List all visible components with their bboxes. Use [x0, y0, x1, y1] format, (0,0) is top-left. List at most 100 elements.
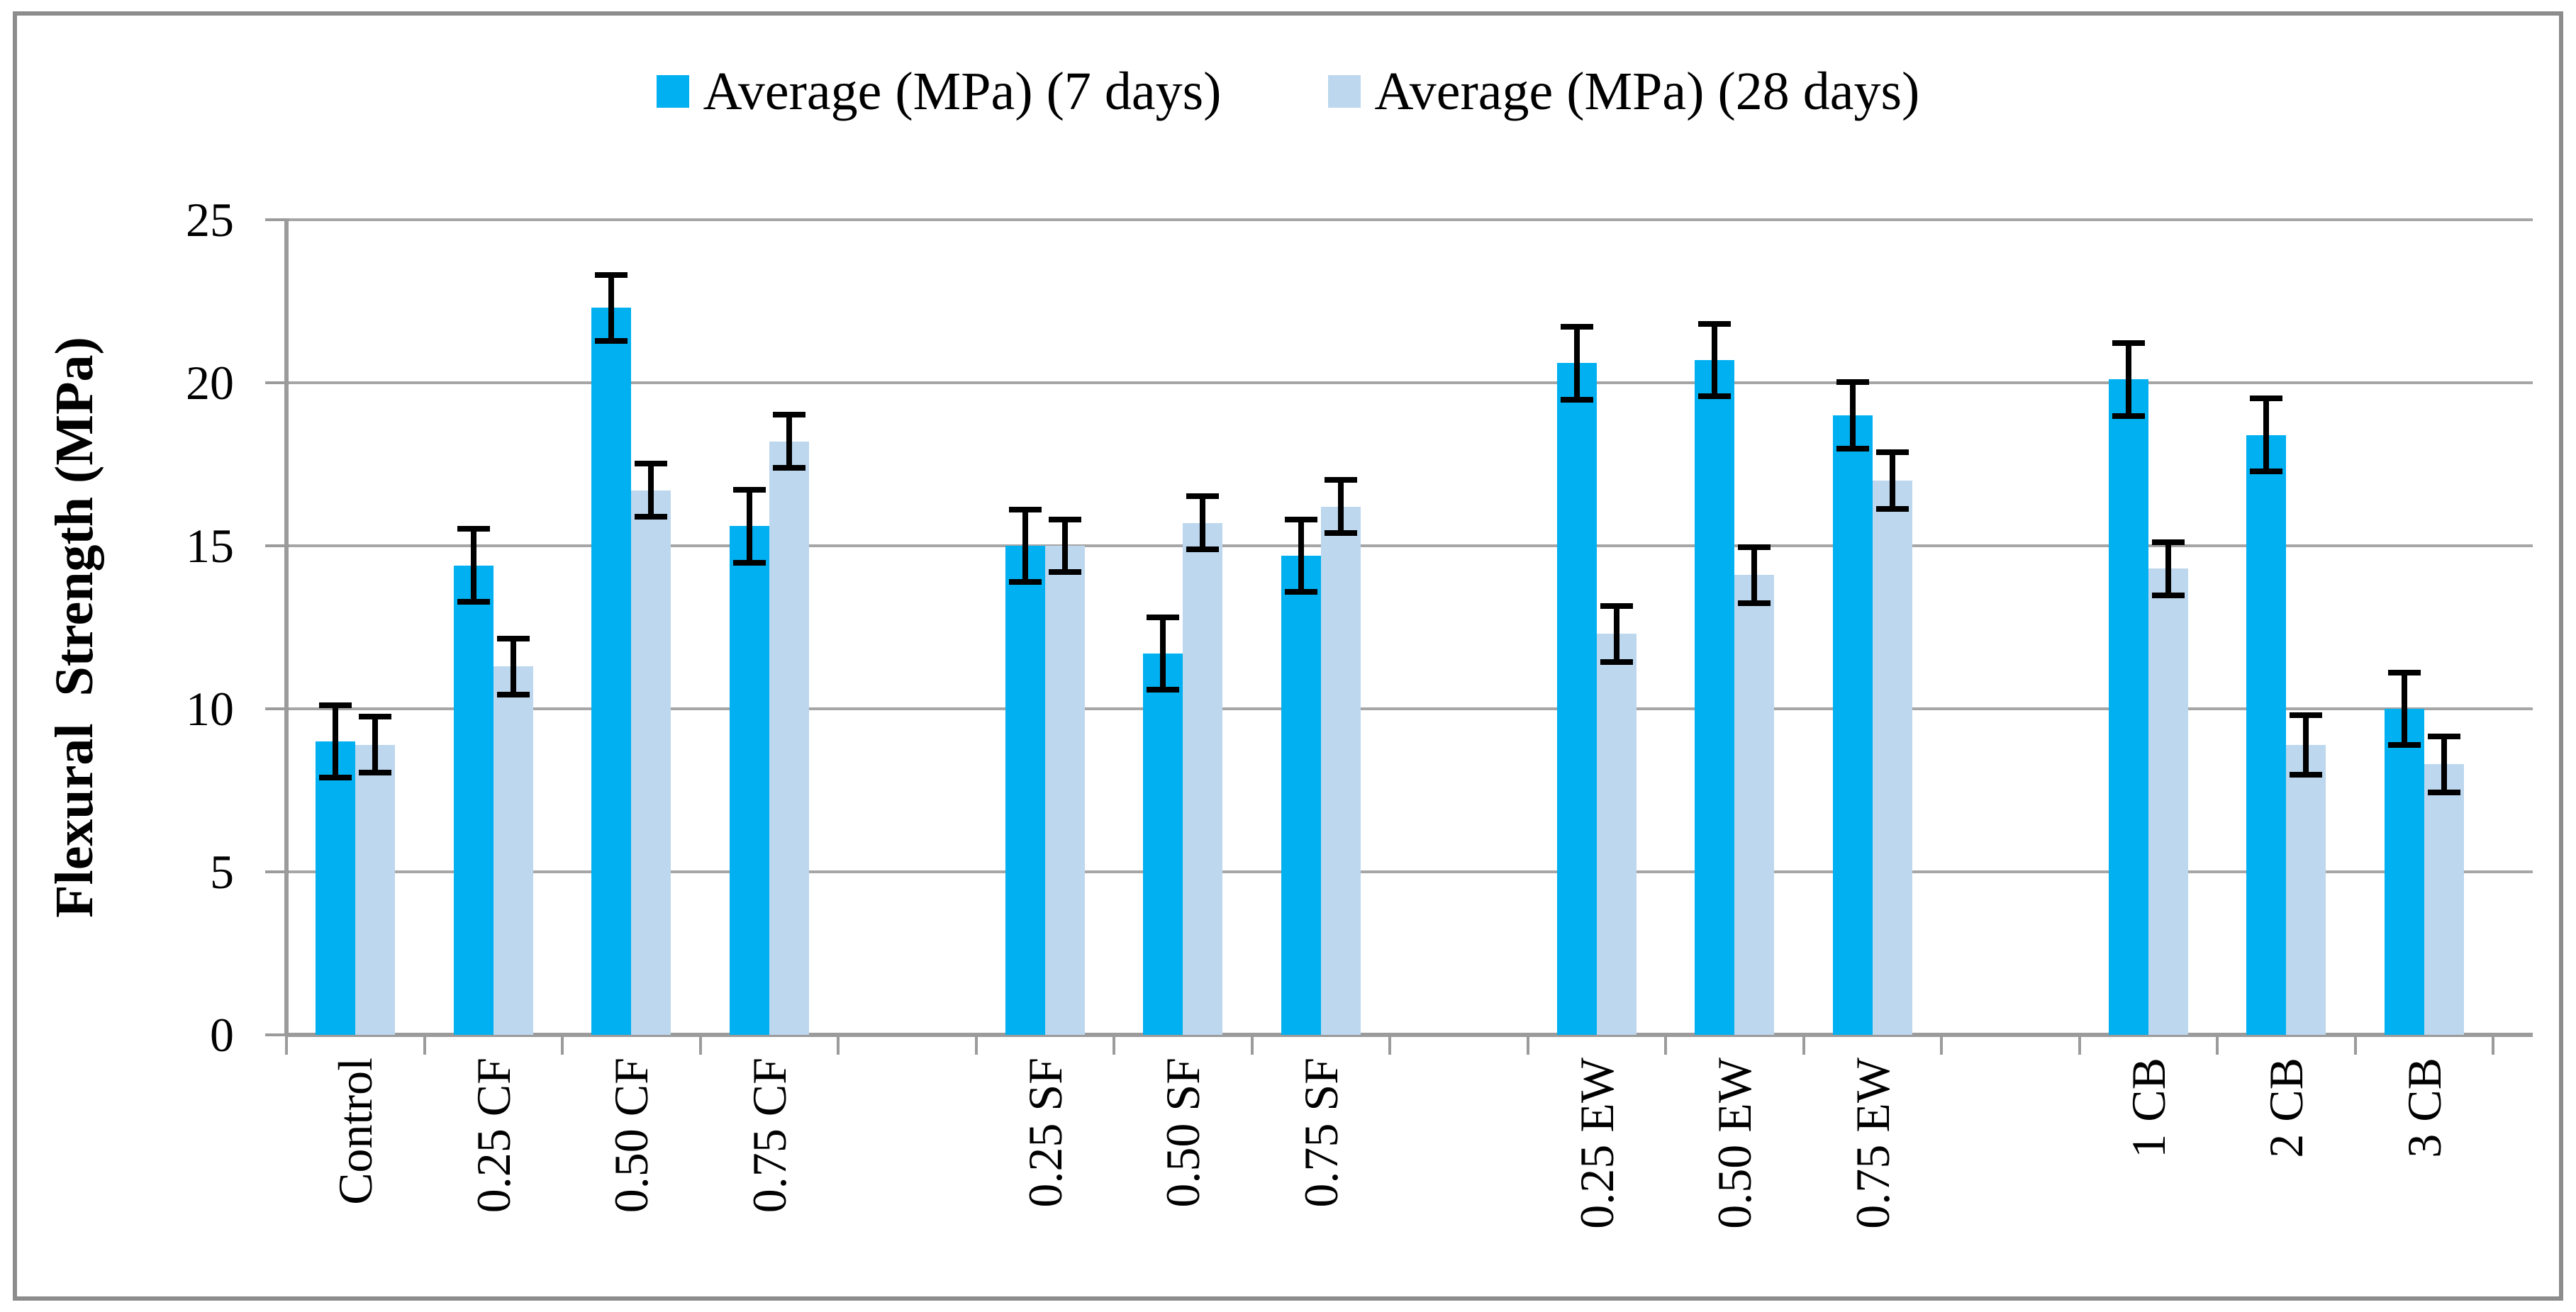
bar — [729, 526, 769, 1035]
x-category-label: 0.25 EW — [1569, 1058, 1624, 1229]
error-bar-cap — [1147, 687, 1180, 693]
error-bar-cap — [1324, 530, 1357, 537]
x-category-label: 0.75 CF — [742, 1058, 796, 1213]
error-bar-cap — [732, 559, 766, 566]
legend-label-7-days: Average (MPa) (7 days) — [703, 62, 1222, 121]
error-bar-cap — [2290, 771, 2323, 778]
error-bar — [1889, 449, 1895, 512]
x-category-label: 0.50 CF — [604, 1058, 659, 1213]
y-axis-line — [284, 220, 289, 1035]
y-tick-label: 5 — [210, 845, 234, 899]
bar — [355, 744, 396, 1035]
error-bar-cap — [732, 487, 766, 493]
y-tick-label: 0 — [210, 1008, 234, 1062]
x-tick — [561, 1035, 564, 1055]
error-bar — [1337, 477, 1344, 537]
error-bar — [1849, 379, 1856, 452]
x-category-label: 0.25 SF — [1017, 1058, 1072, 1208]
bar — [1143, 653, 1183, 1035]
error-bar-cap — [1186, 493, 1220, 500]
x-category-label: 0.50 EW — [1707, 1058, 1762, 1229]
x-category-label: 2 CB — [2259, 1058, 2314, 1158]
bar — [2148, 568, 2188, 1035]
error-bar-cap — [2151, 592, 2185, 598]
bar — [1695, 359, 1735, 1035]
error-bar-cap — [1008, 579, 1042, 585]
bar — [1556, 363, 1597, 1035]
y-tick — [265, 870, 289, 873]
error-bar — [1061, 516, 1068, 576]
error-bar-cap — [2250, 468, 2283, 474]
x-tick — [1940, 1035, 1943, 1055]
error-bar-cap — [772, 465, 805, 471]
legend-swatch-7-days-icon — [656, 75, 689, 108]
error-bar-cap — [2427, 789, 2460, 795]
error-bar-cap — [1284, 516, 1317, 522]
x-tick — [423, 1035, 426, 1055]
error-bar-cap — [359, 770, 392, 776]
error-bar — [333, 702, 339, 781]
x-tick — [974, 1035, 978, 1055]
error-bar-cap — [496, 691, 530, 697]
x-tick — [1250, 1035, 1254, 1055]
legend-swatch-28-days-icon — [1327, 75, 1361, 108]
error-bar — [608, 271, 615, 344]
bar — [591, 308, 632, 1035]
error-bar — [470, 526, 476, 605]
error-bar-cap — [1698, 393, 1732, 399]
y-tick-label: 25 — [186, 193, 234, 247]
error-bar — [1712, 320, 1718, 399]
error-bar — [2125, 340, 2131, 419]
error-bar — [1200, 493, 1206, 553]
bar — [1320, 506, 1361, 1035]
error-bar-cap — [1836, 445, 1869, 452]
x-tick — [1113, 1035, 1115, 1055]
bar — [2424, 764, 2464, 1035]
y-tick-label: 10 — [186, 682, 234, 736]
y-tick — [265, 544, 289, 547]
error-bar-cap — [1284, 589, 1317, 595]
bar — [1734, 575, 1775, 1035]
bar — [1281, 555, 1321, 1035]
error-bar-cap — [1560, 324, 1593, 330]
error-bar-cap — [359, 713, 392, 719]
error-bar-cap — [635, 514, 668, 520]
error-bar — [1298, 516, 1304, 595]
error-bar-cap — [1560, 396, 1593, 403]
error-bar — [2165, 539, 2171, 598]
error-bar-cap — [595, 271, 628, 278]
error-bar — [1573, 324, 1580, 403]
error-bar-cap — [1048, 516, 1081, 522]
gridline — [286, 707, 2533, 710]
bar — [1596, 634, 1637, 1035]
x-category-label: Control — [328, 1058, 383, 1205]
error-bar-cap — [319, 702, 352, 708]
legend-item-7-days: Average (MPa) (7 days) — [656, 61, 1222, 122]
x-tick — [1664, 1035, 1667, 1055]
error-bar-cap — [1600, 658, 1633, 665]
error-bar-cap — [319, 775, 352, 781]
error-bar-cap — [2112, 340, 2145, 347]
error-bar — [2441, 733, 2447, 795]
y-tick — [265, 218, 289, 221]
bar — [2246, 434, 2287, 1035]
x-category-label: 0.50 SF — [1156, 1058, 1210, 1208]
legend: Average (MPa) (7 days) Average (MPa) (28… — [0, 61, 2576, 122]
error-bar-cap — [496, 635, 530, 641]
error-bar-cap — [595, 337, 628, 344]
error-bar — [510, 635, 516, 697]
error-bar-cap — [1698, 320, 1732, 327]
x-tick — [2492, 1035, 2494, 1055]
x-tick — [837, 1035, 840, 1055]
bar — [1832, 415, 1873, 1035]
gridline — [286, 870, 2533, 873]
error-bar — [2303, 712, 2309, 778]
error-bar-cap — [1147, 614, 1180, 620]
error-bar — [1022, 506, 1028, 585]
error-bar-cap — [1324, 477, 1357, 483]
error-bar — [746, 487, 752, 566]
y-tick-label: 20 — [186, 356, 234, 410]
error-bar — [1751, 544, 1758, 607]
x-tick — [285, 1035, 288, 1055]
error-bar-cap — [1048, 569, 1081, 576]
